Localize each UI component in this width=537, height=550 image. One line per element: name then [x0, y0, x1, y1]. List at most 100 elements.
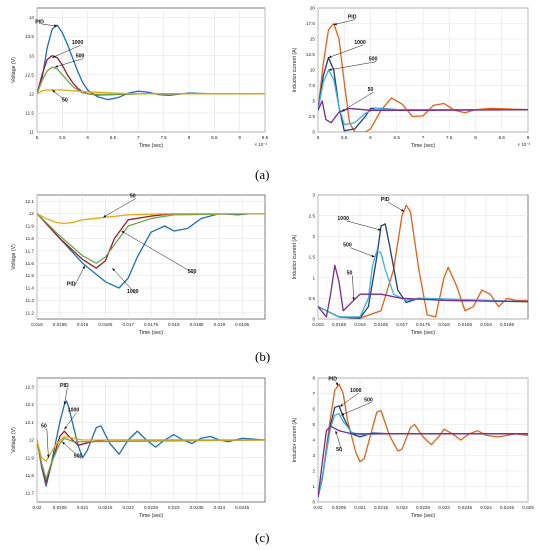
x-tick-label: 0.019: [214, 322, 226, 327]
x-tick-label: 0.0155: [53, 322, 67, 327]
y-tick-label: 12.3: [25, 384, 34, 389]
y-tick-label: 11.5: [25, 273, 34, 278]
series-group: [318, 22, 528, 132]
y-tick-label: 3: [312, 453, 315, 458]
x-tick-label: 8.5: [211, 135, 218, 140]
y-tick-label: 3: [312, 193, 315, 198]
x-tick-label: 0.0185: [458, 322, 472, 327]
x-tick-label: 0.0195: [235, 322, 249, 327]
y-tick-label: 13: [29, 53, 35, 58]
annotation-arrowhead: [62, 441, 66, 445]
y-tick-label: 12: [29, 438, 35, 443]
x-tick-label: 5: [317, 135, 320, 140]
series-line-500: [37, 437, 265, 480]
y-tick-label: 5: [312, 99, 315, 104]
x-tick-label: 8.5: [499, 135, 506, 140]
x-tick-label: 0.022: [396, 505, 408, 510]
annotation-label-500: 500: [76, 54, 85, 60]
y-tick-label: 2.5: [309, 213, 316, 218]
annotation-arrow: [328, 44, 364, 58]
y-tick-label: 12: [29, 91, 35, 96]
annotation-label-50: 50: [130, 193, 136, 199]
series-line-PID: [37, 400, 265, 487]
y-axis-label: Inductor current (A): [292, 234, 298, 279]
annotation-label-500: 500: [369, 57, 378, 63]
annotation-arrowhead: [328, 55, 332, 58]
x-tick-label: 7: [422, 135, 425, 140]
x-tick-label: 0.0205: [53, 505, 67, 510]
annotation-arrow: [388, 201, 405, 212]
y-tick-label: 15: [310, 37, 316, 42]
y-tick-label: 1: [312, 484, 315, 489]
x-tick-label: 0.025: [522, 505, 534, 510]
series-line-50: [318, 100, 528, 124]
x-tick-label: 9.5: [262, 135, 269, 140]
y-tick-label: 0: [312, 500, 315, 505]
x-tick-label: 5.5: [59, 135, 66, 140]
series-group: [37, 400, 265, 487]
y-axis-label: Voltage (V): [11, 57, 17, 83]
y-tick-label: 12.1: [25, 199, 34, 204]
y-tick-label: 11.8: [25, 473, 34, 478]
annotation-arrowhead: [52, 55, 56, 58]
x-tick-label: 0.018: [168, 322, 180, 327]
x-tick-label: 7.5: [446, 135, 453, 140]
y-tick-label: 6: [312, 407, 315, 412]
x-tick-label: 0.018: [438, 322, 450, 327]
series-group: [37, 24, 265, 101]
x-tick-label: 0.016: [77, 322, 89, 327]
annotation-arrowhead: [333, 22, 337, 26]
y-tick-label: 0: [312, 317, 315, 322]
x-tick-label: 0.023: [168, 505, 180, 510]
panel-label-c: (c): [255, 530, 270, 545]
series-line-1000: [37, 212, 265, 269]
x-tick-label: 0.017: [396, 322, 408, 327]
x-tick-label: 0.0225: [416, 505, 430, 510]
annotation-label-PID: PID: [328, 376, 337, 382]
x-tick-label: 6.5: [110, 135, 117, 140]
annotation-arrow: [102, 198, 136, 218]
series-line-PID: [37, 24, 265, 101]
x-tick-label: 6.5: [394, 135, 401, 140]
x-tick-label: 0.021: [77, 505, 89, 510]
y-tick-label: 11.4: [25, 286, 34, 291]
annotation-arrow: [54, 58, 84, 68]
y-tick-label: 12.1: [25, 420, 34, 425]
x-axis-label: Time (sec): [139, 513, 164, 519]
x-axis-label: Time (sec): [139, 330, 164, 336]
x-tick-label: 0.0205: [332, 505, 346, 510]
annotation-arrow: [346, 220, 382, 231]
annotation-arrowhead: [341, 412, 345, 416]
chart-b-voltage: 0.015 0.0155 0.016 0.0165 0.017 0.0175 0.018 0.…: [11, 193, 266, 336]
y-tick-label: 5: [312, 422, 315, 427]
y-tick-label: 4: [312, 438, 315, 443]
annotation-arrow: [341, 402, 372, 416]
annotation-arrowhead: [352, 297, 355, 301]
series-group: [318, 204, 528, 319]
y-tick-label: 7.5: [309, 83, 316, 88]
x-tick-label: 9: [527, 135, 530, 140]
annotation-arrowhead: [121, 230, 125, 234]
x-tick-label: 5.5: [341, 135, 348, 140]
annotation-arrow: [328, 61, 377, 71]
x-tick-label: 7.5: [160, 135, 167, 140]
annotation-arrowhead: [54, 24, 58, 27]
y-tick-label: 2: [312, 469, 315, 474]
x-tick-label: 0.0235: [190, 505, 204, 510]
annotation-arrow: [46, 428, 49, 458]
y-tick-label: 12.5: [306, 52, 315, 57]
annotation-label-PID: PID: [67, 282, 76, 288]
x-tick-label: 0.02: [314, 505, 323, 510]
x-tick-label: 0.0245: [235, 505, 249, 510]
series-line-50: [318, 425, 528, 498]
x-tick-label: 0.022: [122, 505, 134, 510]
y-tick-label: 17.5: [306, 21, 315, 26]
plot-area: [36, 7, 266, 133]
x-axis-label: Time (sec): [139, 143, 164, 149]
annotation-label-50: 50: [41, 424, 47, 430]
chart-b-current: 0.015 0.0155 0.016 0.0165 0.017 0.0175 0.018 0.…: [292, 193, 529, 336]
series-line-500: [37, 66, 265, 96]
annotation-label-500: 500: [188, 269, 197, 275]
annotation-arrowhead: [82, 265, 85, 269]
x-multiplier-label: × 10⁻³: [518, 142, 531, 147]
